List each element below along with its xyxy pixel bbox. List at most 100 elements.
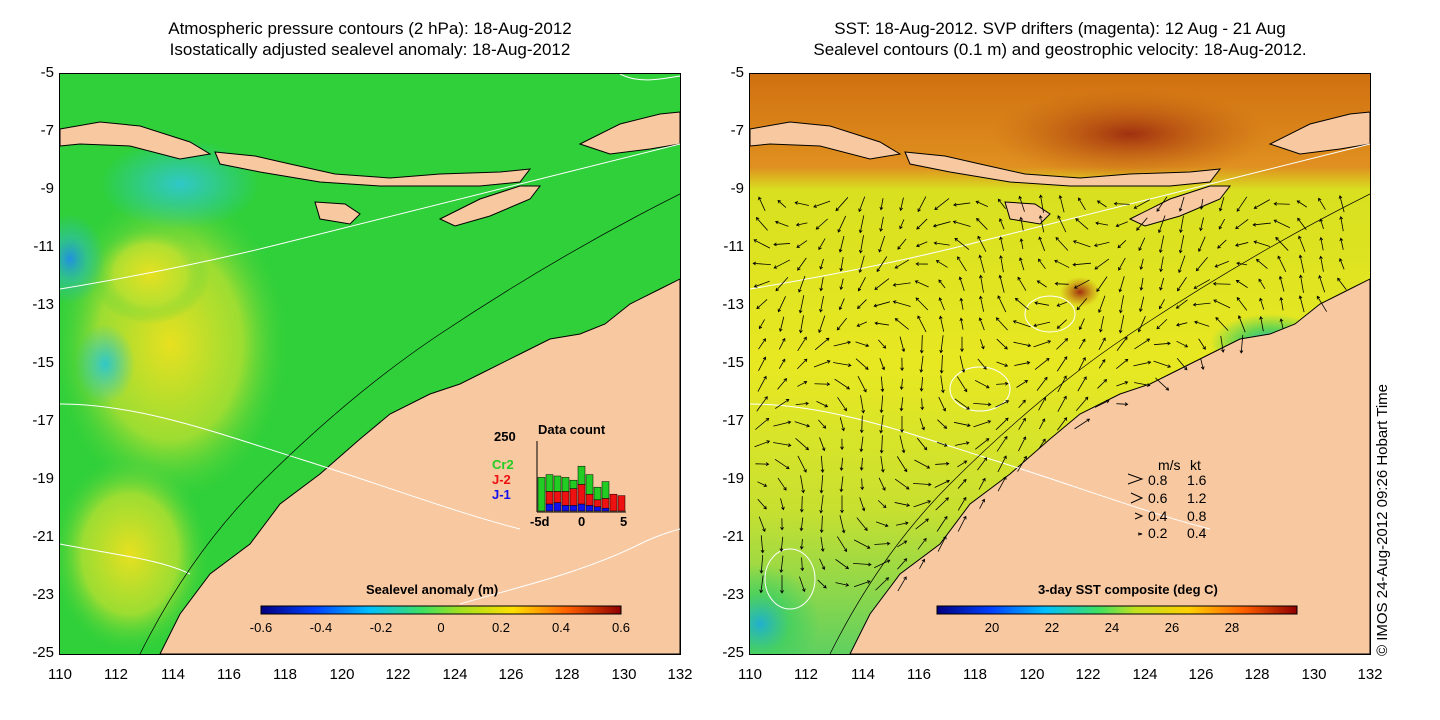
velocity-arrow xyxy=(874,559,891,569)
data-count-bar-cr2 xyxy=(593,486,602,501)
velocity-arrow xyxy=(819,296,824,313)
velocity-arrow xyxy=(859,497,866,512)
velocity-arrow xyxy=(817,579,827,589)
velocity-arrow xyxy=(996,381,1009,386)
velocity-arrow xyxy=(819,515,824,534)
lon-tick: 112 xyxy=(794,666,818,683)
data-count-bar-cr2 xyxy=(561,477,570,492)
velocity-arrow xyxy=(858,215,865,234)
velocity-arrow xyxy=(916,218,928,230)
lat-tick: -5 xyxy=(40,64,54,81)
velocity-arrow xyxy=(915,518,929,530)
sst-colorbar-tick: 28 xyxy=(1224,620,1240,635)
velocity-arrow xyxy=(799,496,804,513)
velocity-arrow xyxy=(1057,395,1067,412)
sst-colorbar-tick: 24 xyxy=(1104,620,1120,635)
velocity-arrow xyxy=(1018,195,1025,212)
tanimbar-islands xyxy=(1268,111,1370,155)
velocity-arrow xyxy=(799,576,806,593)
velocity-arrow xyxy=(1072,240,1091,248)
velocity-arrow xyxy=(1236,196,1248,212)
velocity-arrow xyxy=(1019,216,1024,231)
velocity-arrow xyxy=(1139,258,1144,271)
velocity-arrow xyxy=(780,575,784,594)
velocity-arrow xyxy=(952,220,971,227)
velocity-arrow xyxy=(1178,196,1185,212)
velocity-arrow xyxy=(1218,218,1226,230)
velocity-arrow xyxy=(935,260,948,268)
data-count-bar-j2 xyxy=(585,493,594,506)
sst-map: m/s kt 0.8 1.6 0.6 1.2 0.4 0.8 0.2 0.4 3… xyxy=(749,73,1371,655)
velocity-arrow xyxy=(916,437,928,451)
sumba-island xyxy=(314,201,361,225)
data-count-bar-j2 xyxy=(609,493,618,512)
velocity-arrow xyxy=(797,336,807,352)
sst-colorbar-tick: 26 xyxy=(1164,620,1180,635)
velocity-arrow xyxy=(1038,214,1045,233)
velocity-arrow xyxy=(1078,338,1086,350)
data-count-bar-j2 xyxy=(601,498,610,509)
lon-tick: 110 xyxy=(738,666,762,683)
tanimbar-islands xyxy=(578,111,680,155)
lat-tick: -7 xyxy=(730,122,744,139)
velocity-arrow xyxy=(813,360,831,368)
imos-credit: © IMOS 24-Aug-2012 09:26 Hobart Time xyxy=(1374,383,1391,656)
velocity-arrow xyxy=(1056,356,1068,372)
velocity-arrow xyxy=(858,235,864,254)
velocity-arrow xyxy=(874,541,891,546)
velocity-arrow xyxy=(1175,322,1188,327)
sealevel-contour-2 xyxy=(750,403,1211,530)
inset-title: Data count xyxy=(538,422,606,437)
velocity-arrow xyxy=(959,355,966,373)
sla-colorbar-tick: -0.6 xyxy=(249,620,273,635)
velocity-arrow xyxy=(1033,321,1051,328)
velocity-arrow xyxy=(1136,217,1148,231)
velocity-arrow xyxy=(894,318,909,330)
velocity-arrow xyxy=(1199,217,1204,232)
velocity-arrow xyxy=(974,438,990,450)
velocity-arrow xyxy=(899,336,906,353)
lon-tick: 130 xyxy=(611,666,637,683)
velocity-arrow xyxy=(900,415,904,433)
velocity-arrow xyxy=(1054,281,1069,286)
velocity-arrow xyxy=(953,202,971,207)
velocity-arrow xyxy=(1213,299,1231,309)
velocity-arrow xyxy=(1155,377,1170,391)
velocity-arrow xyxy=(820,455,825,473)
sla-colorbar-tick: 0.6 xyxy=(611,620,631,635)
velocity-arrow xyxy=(879,395,884,414)
velocity-arrow xyxy=(1316,295,1328,312)
sla-map-graphic xyxy=(60,74,680,654)
velocity-arrow xyxy=(997,455,1007,473)
velocity-arrow xyxy=(919,355,924,373)
velocity-arrow xyxy=(1094,258,1110,270)
velocity-arrow xyxy=(935,461,950,466)
velocity-arrow xyxy=(919,418,925,431)
velocity-arrow xyxy=(1134,338,1151,350)
velocity-arrow xyxy=(779,536,784,552)
velocity-arrow xyxy=(879,216,884,232)
data-count-bar-cr2 xyxy=(601,481,610,499)
velocity-arrow xyxy=(1077,376,1087,392)
velocity-arrow xyxy=(997,295,1007,313)
velocity-arrow xyxy=(838,235,845,253)
velocity-legend-arrows xyxy=(1127,473,1144,536)
velocity-arrow xyxy=(839,476,844,493)
velocity-arrow xyxy=(1159,277,1165,291)
inset-legend-j1: J-1 xyxy=(492,487,511,502)
velocity-arrow xyxy=(1038,236,1046,252)
velocity-arrow xyxy=(796,358,808,370)
lon-tick: 122 xyxy=(385,666,411,683)
velocity-arrow xyxy=(973,420,992,428)
velocity-arrow xyxy=(979,274,984,293)
velocity-arrow xyxy=(1118,315,1125,334)
velocity-arrow xyxy=(1095,221,1109,226)
velocity-arrow xyxy=(877,500,887,509)
velocity-arrow xyxy=(892,282,911,287)
sla-high-anomaly-north xyxy=(90,224,210,324)
velocity-arrow xyxy=(799,517,804,532)
velocity-arrow xyxy=(819,277,824,292)
java-island xyxy=(60,121,212,160)
velocity-arrow xyxy=(1158,299,1165,310)
velocity-arrow xyxy=(1078,318,1085,331)
